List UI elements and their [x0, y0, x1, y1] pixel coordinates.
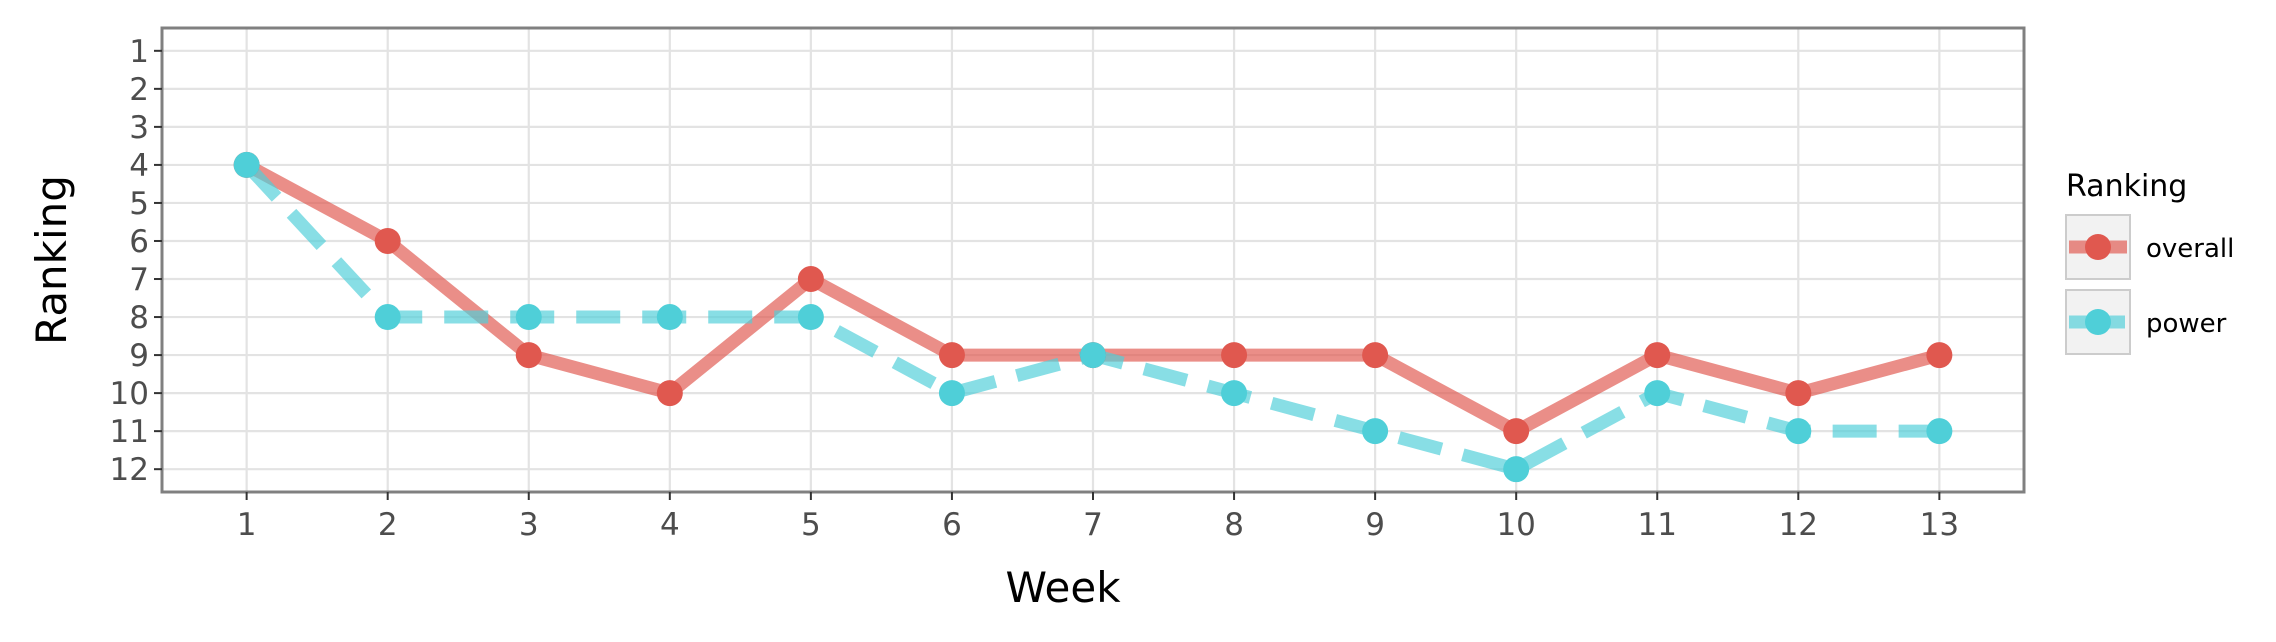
- legend-label-power: power: [2146, 309, 2227, 339]
- series-point-power: [1362, 418, 1389, 445]
- x-tick-label: 5: [801, 507, 821, 543]
- series-point-power: [1503, 456, 1530, 483]
- x-tick-label: 11: [1638, 507, 1677, 543]
- series-point-power: [515, 304, 542, 331]
- x-tick-label: 1: [237, 507, 257, 543]
- legend-title: Ranking: [2066, 169, 2187, 204]
- series-point-power: [1926, 418, 1953, 445]
- series-point-power: [1644, 380, 1671, 407]
- x-tick-label: 8: [1224, 507, 1244, 543]
- series-point-overall: [938, 342, 965, 369]
- y-tick-label: 10: [110, 376, 149, 412]
- x-tick-label: 7: [1083, 507, 1103, 543]
- series-point-overall: [797, 266, 824, 293]
- y-tick-label: 2: [129, 72, 149, 108]
- y-axis-title: Ranking: [27, 175, 76, 345]
- series-point-overall: [1785, 380, 1812, 407]
- series-point-overall: [1362, 342, 1389, 369]
- y-tick-label: 3: [129, 110, 149, 146]
- y-tick-label: 7: [129, 262, 149, 298]
- series-point-overall: [1221, 342, 1248, 369]
- series-point-overall: [1644, 342, 1671, 369]
- series-point-power: [656, 304, 683, 331]
- series-point-overall: [1503, 418, 1530, 445]
- series-point-power: [797, 304, 824, 331]
- series-point-power: [938, 380, 965, 407]
- x-tick-label: 6: [942, 507, 962, 543]
- y-tick-label: 6: [129, 224, 149, 260]
- series-point-power: [1080, 342, 1106, 369]
- x-axis-title: Week: [1005, 563, 1121, 612]
- series-points: [233, 151, 1953, 483]
- y-tick-label: 1: [129, 34, 149, 70]
- series-point-overall: [374, 227, 401, 254]
- series-point-power: [1221, 380, 1248, 407]
- series-point-power: [233, 151, 260, 178]
- x-tick-label: 12: [1779, 507, 1818, 543]
- y-tick-label: 9: [129, 338, 149, 374]
- y-tick-label: 11: [110, 414, 149, 450]
- y-tick-label: 8: [129, 300, 149, 336]
- x-tick-label: 13: [1920, 507, 1959, 543]
- x-tick-label: 10: [1496, 507, 1535, 543]
- series-point-overall: [1926, 342, 1953, 369]
- series-point-overall: [656, 380, 683, 407]
- legend: Ranking overall power: [2065, 169, 2234, 355]
- y-tick-label: 5: [129, 186, 149, 222]
- x-tick-label: 3: [519, 507, 539, 543]
- series-point-power: [374, 304, 401, 331]
- x-tick-label: 2: [378, 507, 398, 543]
- series-point-power: [1785, 418, 1812, 445]
- y-tick-label: 4: [129, 148, 149, 184]
- legend-key-point: [2085, 234, 2111, 260]
- x-tick-label: 9: [1365, 507, 1385, 543]
- x-axis-ticks: 1 2 3 4 5 6 7 8 9 10 11 12 13: [237, 492, 1959, 543]
- legend-keys: overall power: [2065, 214, 2234, 355]
- y-tick-label: 12: [110, 452, 149, 488]
- legend-key-point: [2085, 309, 2111, 335]
- x-tick-label: 4: [660, 507, 680, 543]
- series-point-overall: [515, 342, 542, 369]
- legend-label-overall: overall: [2146, 234, 2234, 264]
